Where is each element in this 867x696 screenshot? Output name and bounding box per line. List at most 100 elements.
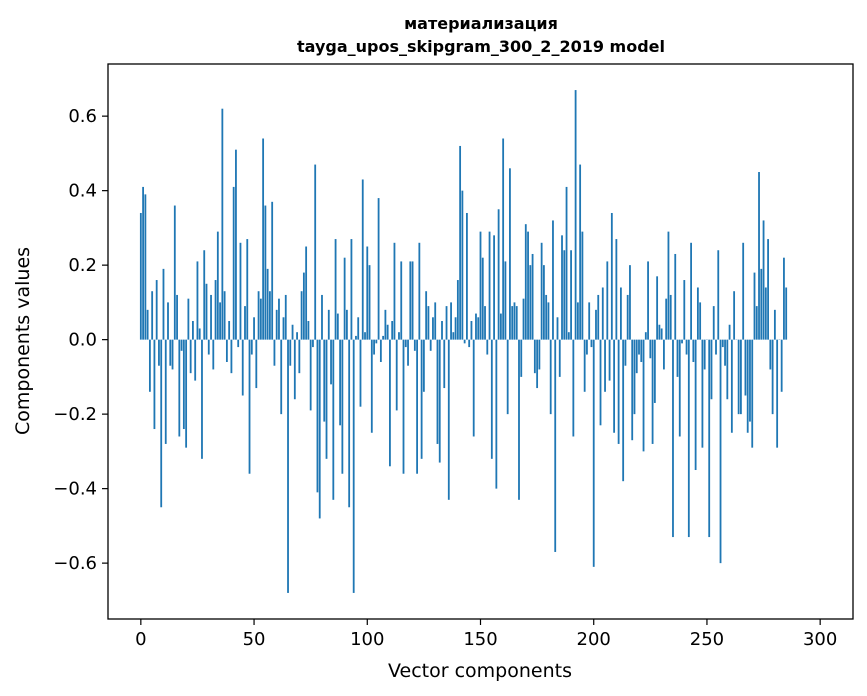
y-ticks: −0.6 −0.4 −0.2 0.0 0.2 0.4 0.6 bbox=[53, 106, 108, 574]
bar-236 bbox=[674, 253, 677, 340]
bar-149 bbox=[477, 317, 480, 340]
bar-159 bbox=[499, 313, 502, 340]
bar-162 bbox=[506, 339, 509, 415]
bar-171 bbox=[527, 231, 529, 340]
bar-82 bbox=[325, 339, 328, 459]
bar-37 bbox=[223, 291, 226, 340]
bar-178 bbox=[543, 265, 545, 340]
bar-26 bbox=[198, 328, 201, 340]
bar-202 bbox=[597, 294, 600, 340]
bar-72 bbox=[302, 272, 305, 340]
bar-209 bbox=[613, 339, 616, 433]
bar-241 bbox=[685, 339, 688, 355]
bar-268 bbox=[746, 339, 749, 433]
bar-6 bbox=[153, 339, 156, 430]
bar-166 bbox=[515, 306, 518, 340]
bar-255 bbox=[717, 250, 720, 340]
bar-154 bbox=[488, 231, 491, 340]
bar-65 bbox=[287, 339, 289, 593]
bar-70 bbox=[298, 339, 301, 374]
bar-8 bbox=[158, 339, 160, 366]
bar-88 bbox=[339, 339, 342, 426]
bar-208 bbox=[610, 212, 613, 340]
bar-2 bbox=[144, 194, 147, 340]
bar-167 bbox=[518, 339, 520, 500]
bar-228 bbox=[656, 276, 659, 340]
bar-242 bbox=[687, 339, 690, 538]
x-tick-label: 150 bbox=[463, 629, 497, 650]
bar-24 bbox=[194, 339, 197, 381]
bar-192 bbox=[574, 90, 577, 340]
bar-30 bbox=[207, 339, 210, 355]
bar-36 bbox=[221, 108, 224, 340]
bar-133 bbox=[441, 321, 443, 340]
bar-110 bbox=[389, 339, 391, 467]
bar-139 bbox=[454, 317, 457, 340]
bar-90 bbox=[343, 257, 346, 340]
bar-83 bbox=[327, 309, 330, 340]
bar-16 bbox=[176, 294, 178, 340]
bar-31 bbox=[210, 294, 212, 340]
bar-94 bbox=[352, 339, 355, 593]
bar-275 bbox=[762, 220, 765, 340]
bar-225 bbox=[649, 339, 652, 359]
bar-74 bbox=[307, 321, 310, 340]
bar-219 bbox=[635, 339, 638, 374]
bar-108 bbox=[384, 309, 387, 340]
bar-109 bbox=[386, 324, 389, 340]
bar-215 bbox=[626, 294, 629, 340]
bar-44 bbox=[239, 242, 242, 340]
bar-132 bbox=[438, 339, 441, 463]
bar-141 bbox=[459, 145, 462, 340]
bar-174 bbox=[533, 339, 536, 374]
bar-227 bbox=[653, 339, 656, 403]
bar-196 bbox=[583, 339, 586, 392]
bar-89 bbox=[341, 339, 344, 474]
bar-22 bbox=[189, 339, 192, 374]
bar-184 bbox=[556, 317, 559, 340]
bar-284 bbox=[783, 257, 785, 340]
bar-239 bbox=[681, 339, 683, 344]
bar-118 bbox=[407, 339, 409, 366]
bar-29 bbox=[205, 283, 208, 340]
bar-40 bbox=[230, 339, 233, 374]
bar-120 bbox=[411, 261, 414, 340]
bar-50 bbox=[253, 317, 255, 340]
x-tick-label: 300 bbox=[803, 629, 837, 650]
bar-235 bbox=[672, 339, 674, 538]
bar-277 bbox=[767, 239, 769, 340]
bar-84 bbox=[330, 339, 332, 385]
bar-105 bbox=[377, 198, 380, 340]
bar-179 bbox=[545, 294, 548, 340]
bar-3 bbox=[146, 309, 149, 340]
bar-135 bbox=[445, 306, 448, 340]
bar-73 bbox=[305, 246, 308, 340]
bar-180 bbox=[547, 302, 550, 340]
bar-148 bbox=[475, 313, 477, 340]
bar-38 bbox=[225, 339, 228, 362]
bar-163 bbox=[509, 168, 511, 340]
bar-114 bbox=[398, 332, 400, 340]
bar-138 bbox=[452, 332, 455, 340]
bar-155 bbox=[490, 339, 493, 459]
bar-63 bbox=[282, 317, 285, 340]
bar-176 bbox=[538, 339, 541, 370]
bar-61 bbox=[278, 298, 280, 340]
bar-143 bbox=[463, 339, 466, 344]
bar-125 bbox=[422, 339, 425, 392]
bar-59 bbox=[273, 339, 276, 366]
bars-group bbox=[139, 90, 788, 593]
bar-173 bbox=[531, 253, 534, 340]
bar-48 bbox=[248, 339, 251, 474]
bar-12 bbox=[167, 302, 169, 340]
bar-199 bbox=[590, 339, 593, 348]
bar-153 bbox=[486, 339, 489, 355]
bar-269 bbox=[749, 339, 751, 422]
bar-54 bbox=[262, 138, 265, 340]
bar-68 bbox=[293, 339, 296, 400]
bar-130 bbox=[434, 302, 437, 340]
bar-251 bbox=[708, 339, 711, 538]
bar-285 bbox=[785, 287, 788, 340]
bar-175 bbox=[536, 339, 539, 389]
